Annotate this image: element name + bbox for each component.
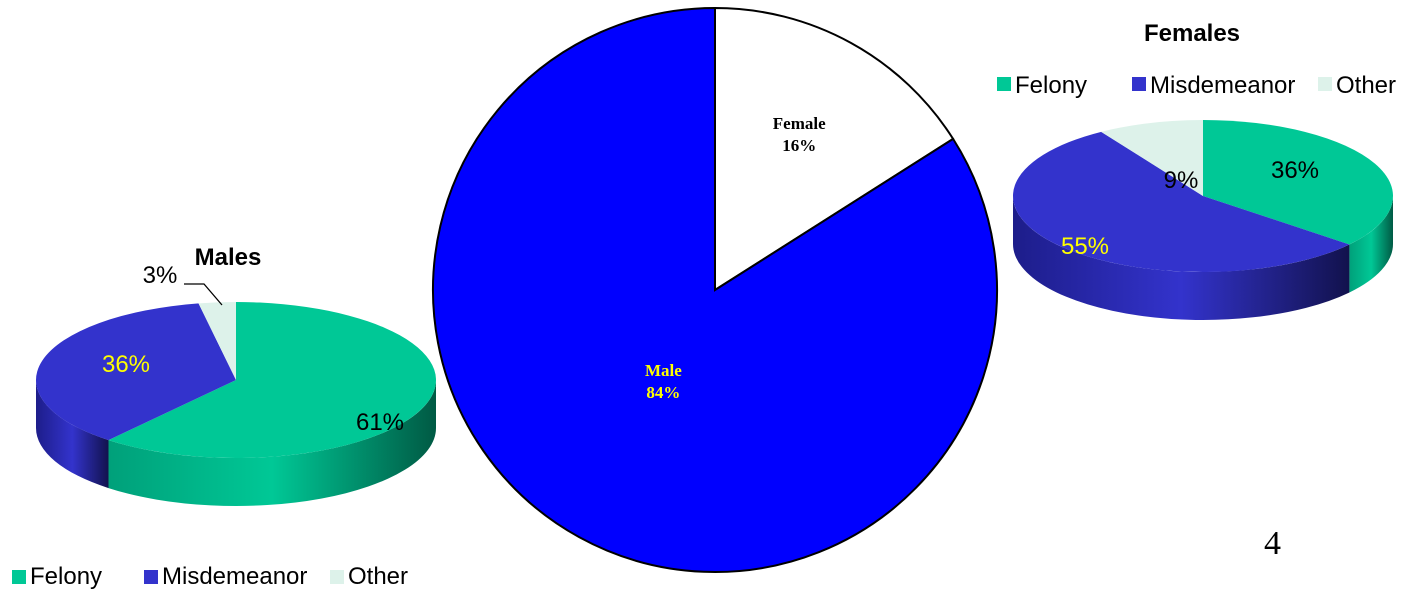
side-misdemeanor xyxy=(35,380,109,489)
slice-name-female: Female xyxy=(773,114,826,133)
side-felony xyxy=(1349,196,1393,293)
slice-label-felony: 36% xyxy=(1271,157,1319,184)
slice-label-misdemeanor: 55% xyxy=(1061,233,1109,260)
page-number: 4 xyxy=(1264,525,1281,562)
slice-label-other: 3% xyxy=(143,262,178,289)
slice-misdemeanor xyxy=(35,303,236,441)
males-pie-chart: 61% 36% 3% Males Felony Misdemeanor Other xyxy=(12,244,437,590)
slice-other xyxy=(198,302,236,380)
leader-line-other xyxy=(184,283,223,306)
slice-felony xyxy=(108,302,437,458)
legend-swatch-felony xyxy=(997,77,1011,91)
chart-title-males: Males xyxy=(195,244,262,271)
slice-label-female: 16% xyxy=(782,136,816,155)
legend-label-misdemeanor: Misdemeanor xyxy=(1150,72,1295,99)
slice-name-male: Male xyxy=(645,361,682,380)
legend-label-felony: Felony xyxy=(30,563,102,590)
slice-label-male: 84% xyxy=(646,383,680,402)
legend-label-other: Other xyxy=(348,563,408,590)
legend-swatch-other xyxy=(330,570,344,584)
legend-swatch-misdemeanor xyxy=(1132,77,1146,91)
females-pie-chart: 36% 55% 9% Females Felony Misdemeanor Other xyxy=(997,20,1396,320)
slice-misdemeanor xyxy=(1013,131,1350,272)
slice-felony xyxy=(1203,120,1394,245)
slice-female xyxy=(714,6,955,292)
slice-label-felony: 61% xyxy=(356,409,404,436)
slice-other xyxy=(1101,120,1203,196)
side-felony xyxy=(108,380,437,507)
chart-title-females: Females xyxy=(1144,20,1240,47)
legend-swatch-misdemeanor xyxy=(144,570,158,584)
legend-swatch-other xyxy=(1318,77,1332,91)
legend-label-other: Other xyxy=(1336,72,1396,99)
gender-pie-chart: Female 16% Male 84% xyxy=(432,6,998,573)
legend-swatch-felony xyxy=(12,570,26,584)
legend-label-felony: Felony xyxy=(1015,72,1087,99)
slice-label-other: 9% xyxy=(1164,167,1199,194)
side-misdemeanor xyxy=(1013,196,1350,320)
slice-label-misdemeanor: 36% xyxy=(102,351,150,378)
slice-male xyxy=(432,6,998,573)
legend-label-misdemeanor: Misdemeanor xyxy=(162,563,307,590)
